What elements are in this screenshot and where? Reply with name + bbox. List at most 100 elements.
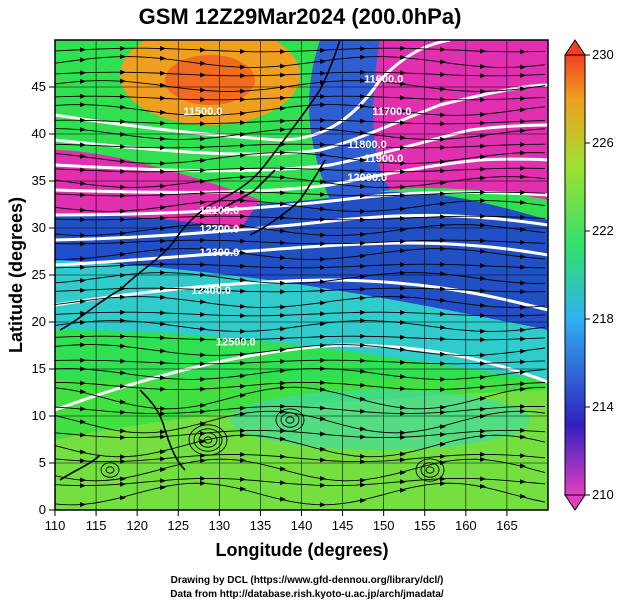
streamline-arrow: [240, 88, 246, 94]
streamline-arrow: [280, 496, 286, 502]
x-tick-label: 140: [291, 518, 313, 533]
streamline-arrow: [240, 131, 246, 137]
streamline-arrow: [80, 127, 86, 133]
streamline-arrow: [360, 217, 366, 223]
streamline-arrow: [520, 254, 526, 260]
streamline-arrow: [360, 69, 366, 75]
streamline-arrow: [480, 313, 486, 319]
streamline-arrow: [360, 396, 366, 402]
streamline-arrow: [320, 446, 326, 452]
streamline-arrow: [280, 436, 286, 442]
streamline-arrow: [400, 145, 406, 151]
streamline-arrow: [400, 386, 406, 392]
streamline-arrow: [400, 320, 406, 326]
streamline-arrow: [280, 118, 286, 124]
streamline: [55, 200, 546, 212]
x-tick-label: 150: [373, 518, 395, 533]
colorbar-tick-label: 230: [592, 47, 614, 62]
streamline-arrow: [280, 312, 286, 318]
streamline-arrow: [160, 70, 166, 76]
contour-label: 12400.0: [191, 285, 231, 297]
streamline: [55, 344, 546, 356]
streamline-arrow: [520, 264, 526, 270]
streamline-arrow: [160, 285, 166, 291]
streamline-arrow: [240, 328, 246, 334]
streamline-arrow: [320, 58, 326, 64]
streamline-arrow: [80, 117, 86, 123]
colorbar-scale: [564, 54, 586, 496]
streamline-arrow: [80, 70, 86, 76]
contour-line: [55, 83, 548, 156]
streamline-arrow: [400, 215, 406, 221]
streamline-arrow: [520, 434, 526, 440]
streamline-arrow: [320, 334, 326, 340]
streamline-arrow: [440, 311, 446, 317]
streamline-arrow: [120, 399, 126, 405]
streamline-arrow: [240, 457, 246, 463]
streamline-arrow: [80, 256, 86, 262]
contour-label: 12000.0: [347, 172, 387, 184]
streamline-arrow: [80, 93, 86, 99]
streamline-arrow: [440, 136, 446, 142]
streamline-arrow: [120, 78, 126, 84]
streamline-arrow: [200, 421, 206, 427]
streamline-arrow: [160, 467, 166, 473]
streamline-arrow: [440, 168, 446, 174]
streamline-arrow: [280, 265, 286, 271]
streamline-arrow: [120, 495, 126, 501]
y-tick-label: 25: [32, 267, 46, 282]
contour-label: 11800.0: [348, 139, 387, 151]
streamline-arrow: [480, 276, 486, 282]
streamline-arrow: [440, 325, 446, 331]
streamline-arrow: [80, 287, 86, 293]
streamline-arrow: [240, 166, 246, 172]
streamline-arrow: [320, 288, 326, 294]
streamline-arrow: [360, 426, 366, 432]
streamline-arrow: [240, 428, 246, 434]
streamline-arrow: [520, 336, 526, 342]
x-tick-label: 110: [45, 518, 66, 533]
streamline-arrow: [120, 358, 126, 364]
streamline-arrow: [240, 48, 246, 54]
streamline-arrow: [400, 285, 406, 291]
streamline-arrow: [280, 72, 286, 78]
colorbar-tick-label: 226: [592, 135, 614, 150]
streamline-arrow: [520, 493, 526, 499]
streamline-arrow: [400, 248, 406, 254]
streamline-arrow: [480, 198, 486, 204]
streamline-arrow: [120, 144, 126, 150]
streamline-arrow: [120, 208, 126, 214]
streamline-arrow: [160, 247, 166, 253]
streamline-arrow: [160, 294, 166, 300]
streamline-arrow: [320, 482, 326, 488]
streamline-arrow: [440, 214, 446, 220]
streamline-arrow: [440, 180, 446, 186]
streamline-arrow: [320, 102, 326, 108]
streamline-arrow: [240, 223, 246, 229]
streamline-arrow: [240, 238, 246, 244]
streamline-arrow: [320, 93, 326, 99]
streamline-arrow: [440, 121, 446, 127]
streamline-arrow: [480, 406, 486, 412]
streamline-arrow: [240, 373, 246, 379]
streamline-arrow: [400, 169, 406, 175]
streamline-arrow: [480, 456, 486, 462]
streamline-arrow: [440, 297, 446, 303]
streamline: [55, 128, 546, 140]
streamline-arrow: [360, 358, 366, 364]
streamline-arrow: [160, 145, 166, 151]
streamline-arrow: [280, 190, 286, 196]
contour-label: 12300.0: [199, 247, 239, 259]
streamline-arrow: [200, 402, 206, 408]
streamline-arrow: [440, 441, 446, 447]
y-tick-label: 10: [32, 408, 46, 423]
contour-line: [55, 241, 548, 267]
streamline: [55, 191, 546, 197]
streamline-arrow: [480, 374, 486, 380]
streamline-arrow: [120, 216, 126, 222]
streamline-arrow: [240, 174, 246, 180]
y-tick-label: 30: [32, 220, 46, 235]
streamline-arrow: [80, 502, 86, 508]
streamline-arrow: [240, 110, 246, 116]
coastline-korea: [214, 169, 276, 216]
